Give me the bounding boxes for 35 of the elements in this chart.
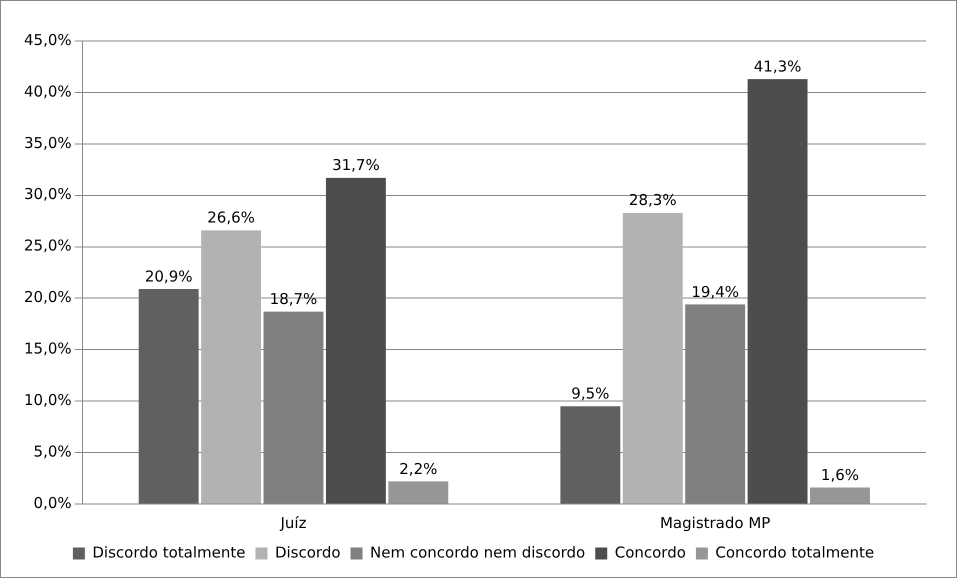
legend-label: Discordo	[274, 543, 341, 562]
y-tick-label: 30,0%	[24, 185, 72, 204]
data-label: 1,6%	[820, 466, 860, 484]
legend-label: Concordo	[614, 543, 686, 562]
y-tick-label: 5,0%	[34, 442, 72, 460]
y-tick-label: 25,0%	[24, 236, 72, 255]
bar	[326, 178, 386, 504]
y-tick-label: 0,0%	[34, 494, 72, 512]
data-label: 31,7%	[332, 156, 380, 174]
legend-label: Discordo totalmente	[92, 543, 246, 562]
data-label: 41,3%	[754, 57, 802, 76]
y-tick-label: 45,0%	[24, 30, 72, 49]
x-tick-label: Magistrado MP	[660, 514, 770, 532]
data-label: 18,7%	[270, 290, 318, 308]
y-tick-label: 20,0%	[24, 288, 72, 306]
y-tick-label: 10,0%	[24, 391, 72, 409]
bar	[138, 288, 199, 504]
data-label: 19,4%	[691, 282, 739, 301]
bar	[388, 481, 448, 504]
bar	[810, 488, 870, 504]
data-label: 28,3%	[628, 191, 677, 210]
bar	[748, 79, 808, 504]
data-label: 2,2%	[399, 460, 438, 478]
data-label: 26,6%	[207, 208, 255, 227]
legend-label: Concordo totalmente	[715, 543, 874, 562]
bar	[201, 230, 262, 504]
y-tick-label: 35,0%	[24, 134, 72, 152]
bar	[622, 212, 683, 504]
data-label: 9,5%	[571, 384, 610, 403]
bar	[560, 406, 620, 504]
data-label: 20,9%	[144, 267, 192, 286]
y-tick-label: 15,0%	[24, 340, 72, 358]
y-tick-label: 40,0%	[24, 82, 72, 100]
x-tick-label: Juíz	[279, 514, 307, 532]
legend-label: Nem concordo nem discordo	[370, 543, 586, 562]
